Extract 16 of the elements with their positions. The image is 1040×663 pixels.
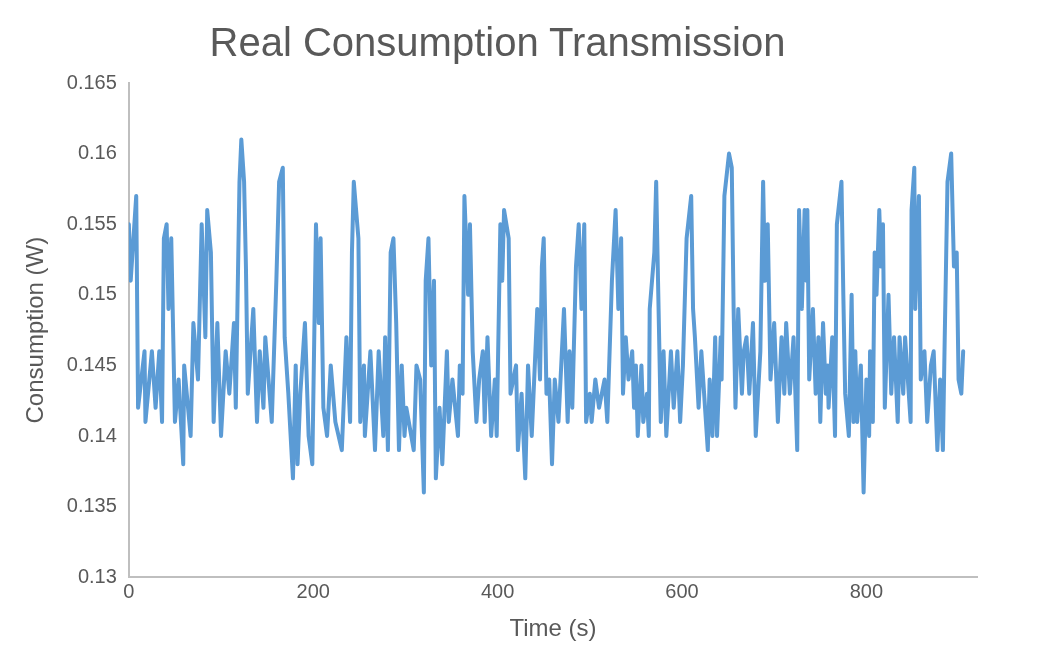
x-tick-label: 400: [480, 579, 515, 602]
x-tick-label: 800: [849, 579, 884, 602]
y-axis-title: Consumption (W): [21, 236, 49, 424]
x-tick-label: 0: [123, 579, 135, 602]
y-tick-label: 0.165: [66, 70, 117, 93]
y-tick-label: 0.145: [66, 352, 117, 375]
x-axis-title: Time (s): [509, 614, 597, 642]
y-tick-label: 0.16: [77, 141, 117, 164]
y-tick-label: 0.155: [66, 211, 117, 234]
x-tick-label: 200: [296, 579, 330, 602]
x-tick-label: 600: [665, 579, 699, 602]
y-tick-label: 0.15: [77, 282, 117, 305]
y-tick-label: 0.13: [77, 564, 117, 587]
y-tick-label: 0.14: [77, 423, 117, 446]
y-tick-label: 0.135: [66, 494, 117, 517]
chart-title: Real Consumption Transmission: [209, 20, 786, 65]
